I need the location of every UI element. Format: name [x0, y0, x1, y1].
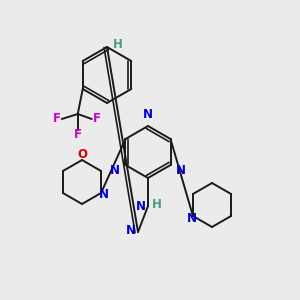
Text: H: H: [113, 38, 123, 52]
Text: H: H: [152, 197, 162, 211]
Text: N: N: [99, 188, 109, 200]
Text: F: F: [53, 112, 61, 125]
Text: N: N: [176, 164, 186, 177]
Text: N: N: [110, 164, 120, 177]
Text: O: O: [77, 148, 87, 161]
Text: N: N: [136, 200, 146, 212]
Text: N: N: [143, 108, 153, 121]
Text: N: N: [187, 212, 197, 226]
Text: N: N: [126, 224, 136, 236]
Text: F: F: [74, 128, 82, 142]
Text: F: F: [93, 112, 101, 125]
